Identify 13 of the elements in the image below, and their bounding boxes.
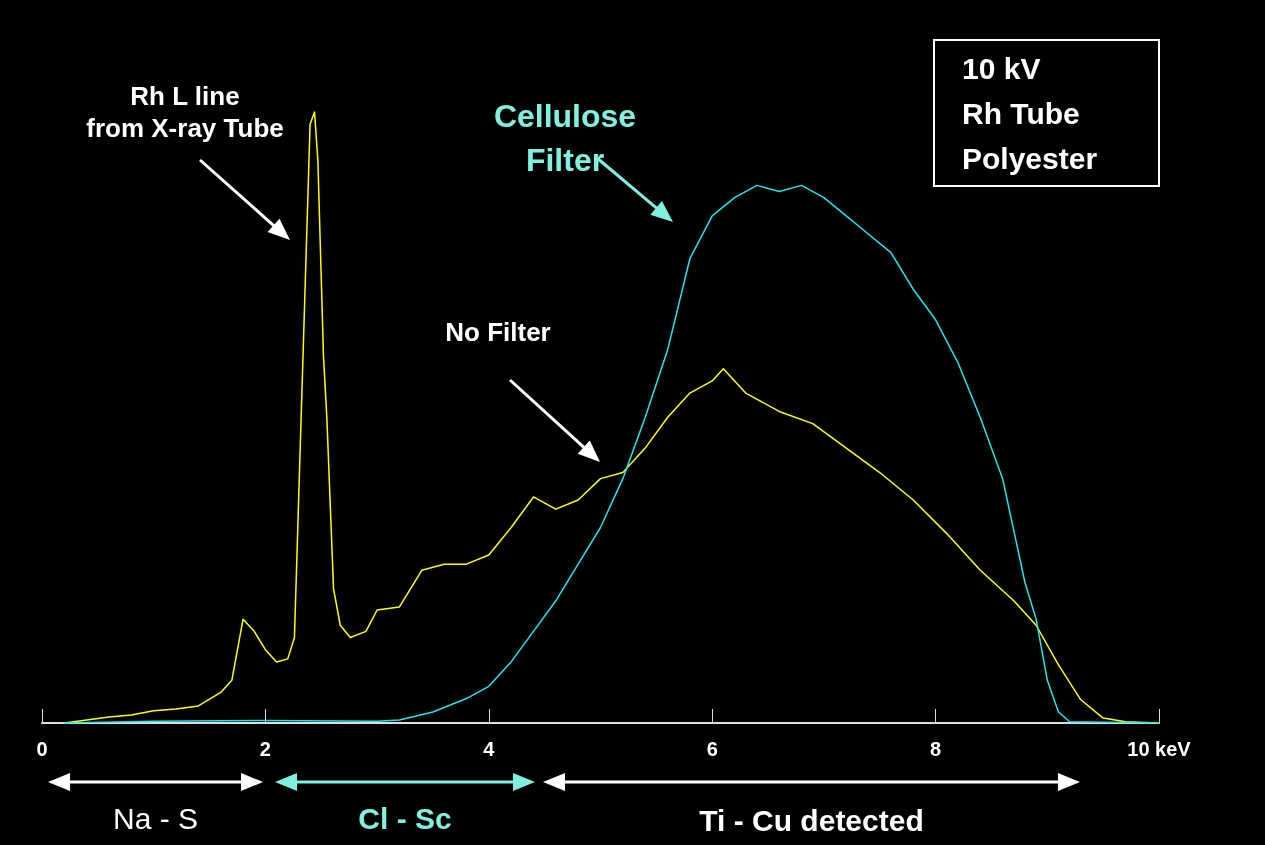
annotation: No Filter bbox=[445, 317, 551, 347]
x-tick-label: 8 bbox=[930, 738, 942, 760]
annotation: Rh L line from X-ray Tube bbox=[86, 81, 284, 143]
x-tick-label: 6 bbox=[706, 738, 718, 760]
x-tick-label: 4 bbox=[483, 738, 496, 760]
annotation: Cellulose Filter bbox=[493, 98, 637, 178]
annotation: 10 kV Rh Tube Polyester bbox=[962, 51, 1098, 175]
text: Cl - Sc bbox=[358, 801, 452, 835]
x-tick-label: 0 bbox=[36, 738, 48, 760]
x-tick-label: 10 keV bbox=[1127, 738, 1192, 760]
x-tick-label: 2 bbox=[259, 738, 271, 760]
text: Na - S bbox=[112, 801, 199, 835]
text: Ti - Cu detected bbox=[699, 803, 924, 837]
